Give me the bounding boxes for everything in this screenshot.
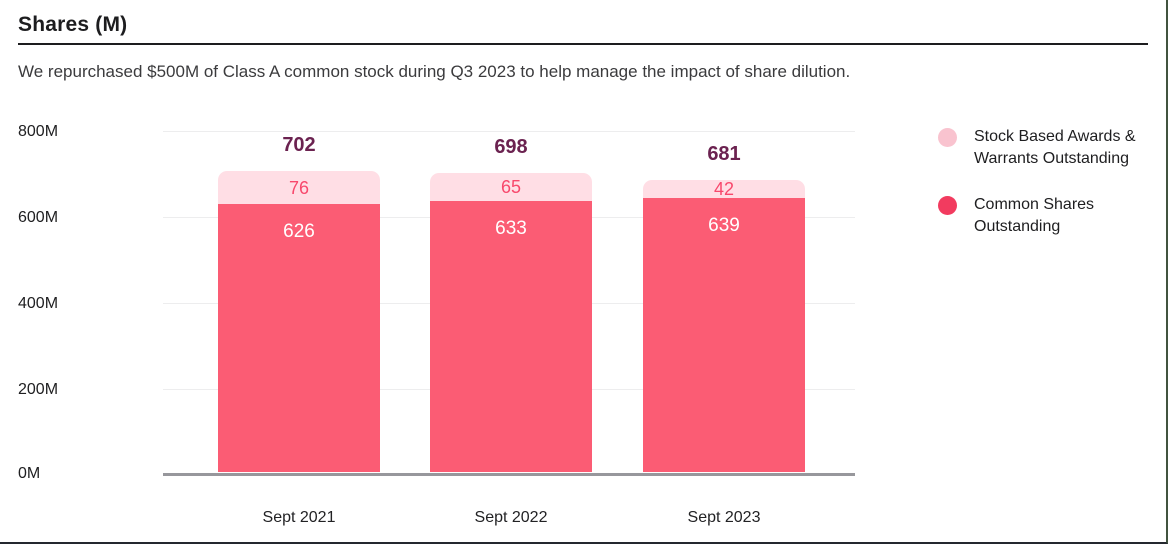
- y-tick-800m: 800M: [18, 123, 59, 140]
- legend-label: Stock Based Awards & Warrants Outstandin…: [974, 126, 1136, 170]
- segment-value-label: 633: [495, 218, 527, 239]
- bar-stack: 42 639: [643, 180, 805, 472]
- total-label: 702: [282, 134, 316, 156]
- title-divider: [18, 43, 1148, 45]
- x-label-sept-2021: Sept 2021: [262, 509, 336, 526]
- y-tick-600m: 600M: [18, 209, 59, 226]
- legend-item-common-shares: Common Shares Outstanding: [938, 194, 1158, 238]
- legend-item-stock-awards: Stock Based Awards & Warrants Outstandin…: [938, 126, 1158, 170]
- x-label-sept-2023: Sept 2023: [687, 509, 761, 526]
- y-tick-200m: 200M: [18, 381, 59, 398]
- total-label: 681: [707, 143, 741, 165]
- segment-stock-awards[interactable]: 76: [218, 171, 380, 204]
- total-label: 698: [494, 136, 528, 158]
- legend-label-line2: Outstanding: [974, 218, 1061, 235]
- segment-common-shares[interactable]: 633: [430, 201, 592, 472]
- segment-value-label: 65: [500, 177, 522, 197]
- segment-common-shares[interactable]: 639: [643, 198, 805, 472]
- page-title: Shares (M): [18, 13, 128, 36]
- chart-subtitle: We repurchased $500M of Class A common s…: [18, 62, 851, 81]
- chart-legend: Stock Based Awards & Warrants Outstandin…: [938, 126, 1158, 262]
- segment-stock-awards[interactable]: 42: [643, 180, 805, 198]
- segment-common-shares[interactable]: 626: [218, 204, 380, 472]
- y-tick-0m: 0M: [18, 465, 41, 482]
- segment-value-label: 76: [288, 177, 310, 198]
- legend-label: Common Shares Outstanding: [974, 194, 1094, 238]
- bar-stack: 65 633: [430, 173, 592, 472]
- legend-label-line1: Stock Based Awards &: [974, 128, 1136, 145]
- legend-label-line1: Common Shares: [974, 196, 1095, 213]
- gridline-800m: [163, 131, 855, 132]
- segment-value-label: 639: [708, 215, 740, 236]
- legend-dot-light-pink: [938, 128, 957, 147]
- segment-value-label: 42: [713, 179, 735, 199]
- x-label-sept-2022: Sept 2022: [474, 509, 548, 526]
- bar-stack: 76 626: [218, 171, 380, 472]
- segment-stock-awards[interactable]: 65: [430, 173, 592, 201]
- segment-value-label: 626: [283, 221, 315, 242]
- x-axis-baseline: [163, 473, 855, 476]
- legend-dot-dark-pink: [938, 196, 957, 215]
- legend-label-line2: Warrants Outstanding: [974, 150, 1130, 167]
- y-tick-400m: 400M: [18, 295, 59, 312]
